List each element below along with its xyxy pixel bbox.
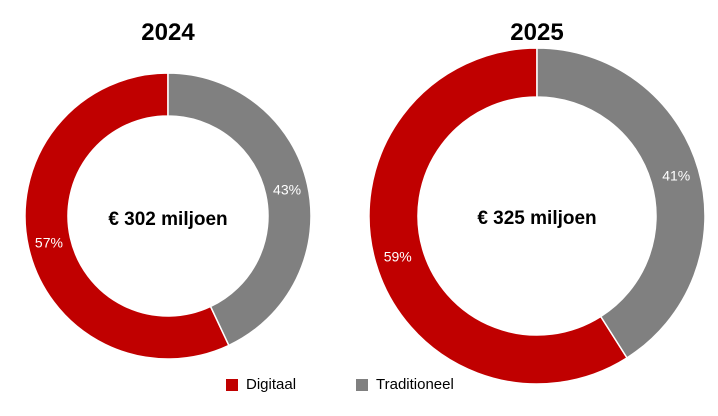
slice-label-2025-traditioneel: 41% <box>662 168 690 184</box>
center-label-2025: € 325 miljoen <box>477 208 596 229</box>
chart-title-2025: 2025 <box>510 19 563 46</box>
legend-label-traditioneel: Traditioneel <box>376 376 454 393</box>
legend-swatch-traditioneel <box>356 378 368 391</box>
slice-label-2024-traditioneel: 43% <box>273 181 301 197</box>
slice-2025-digitaal <box>368 47 629 385</box>
slice-2024-digitaal <box>24 72 230 360</box>
legend-item-digitaal: Digitaal <box>226 376 296 393</box>
donut-chart-2025: 2025 € 325 miljoen 59% 41% <box>368 19 706 385</box>
legend: Digitaal Traditioneel <box>0 376 718 396</box>
slice-2024-traditioneel <box>167 72 312 347</box>
legend-label-digitaal: Digitaal <box>246 376 297 393</box>
legend-item-traditioneel: Traditioneel <box>356 376 454 393</box>
slice-label-2024-digitaal: 57% <box>35 235 63 251</box>
slice-label-2025-digitaal: 59% <box>384 248 412 264</box>
legend-swatch-digitaal <box>226 378 238 391</box>
slices-2024 <box>24 72 312 360</box>
slice-2025-traditioneel <box>536 47 706 359</box>
center-label-2024: € 302 miljoen <box>108 209 227 230</box>
slices-2025 <box>368 47 706 385</box>
donut-chart-2024: 2024 € 302 miljoen 57% 43% <box>24 19 312 360</box>
chart-title-2024: 2024 <box>141 19 195 46</box>
